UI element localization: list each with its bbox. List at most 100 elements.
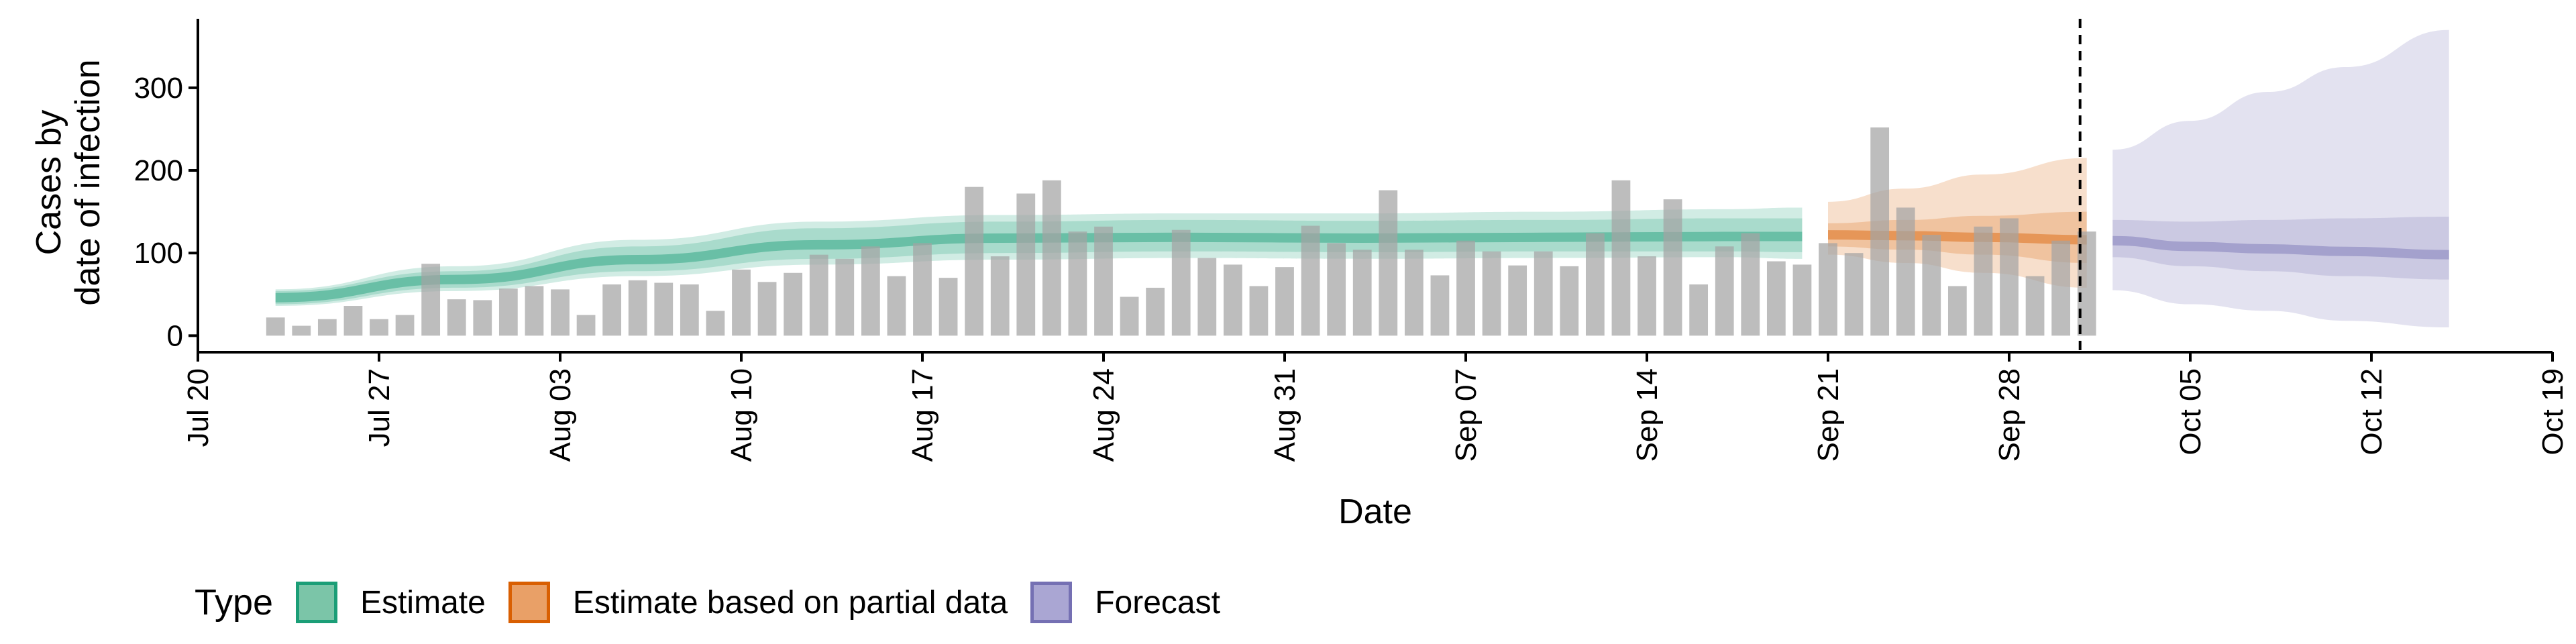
bar [317,319,337,336]
bar [1922,235,1941,336]
x-tick-label: Oct 12 [2355,368,2388,455]
bar [1870,127,1890,336]
bar [1974,226,1993,336]
bar [1741,233,1760,336]
bar [1560,266,1579,336]
bar [809,254,828,336]
bar [2000,218,2019,336]
chart: 0 100 200 300 Jul 20 Jul 27 Aug 03 Aug 10 Aug 17… [30,19,2569,531]
bar [421,264,441,336]
legend-key-estimate [296,582,338,623]
bar [266,317,285,336]
x-tick-label: Sep 14 [1631,368,1664,462]
x-tick-label: Jul 27 [363,368,396,447]
bar [1094,226,1113,336]
bar [602,284,622,336]
bar [1301,225,1320,336]
y-axis-title: Cases by date of infection [30,59,107,305]
bar [1146,287,1165,336]
x-tick-label: Oct 05 [2174,368,2207,455]
bar [835,258,855,336]
bar [965,186,984,336]
x-tick-label: Aug 10 [725,368,758,462]
bar [1896,207,1915,336]
bar [1404,250,1424,336]
legend-label-forecast: Forecast [1095,584,1220,621]
bar [447,299,466,336]
bar [576,315,596,336]
bar [1456,240,1475,336]
bar [1379,190,1398,336]
x-tick-label: Aug 03 [544,368,577,462]
median-line-1 [1827,230,2087,245]
legend-item-forecast: Forecast [1030,582,1220,623]
bar [628,280,647,336]
median-line-2 [2112,235,2449,260]
ribbon-layer [275,30,2449,328]
legend-key-partial [508,582,550,623]
band-inner-2 [2112,217,2449,280]
bar [757,282,777,336]
x-tick-label: Aug 24 [1087,368,1120,462]
bar [551,289,570,336]
bar [1249,286,1269,336]
bar [654,282,674,336]
legend-item-estimate: Estimate [296,582,486,623]
bar [1197,258,1217,336]
bar [990,256,1010,336]
x-tick-label: Aug 17 [906,368,939,462]
bar [1508,265,1527,336]
bar [395,315,415,336]
bar [1947,286,1967,336]
y-axis-title-line-1: Cases by [30,110,68,256]
bar [370,319,388,336]
x-tick-label: Oct 19 [2536,368,2569,455]
y-tick-label: 100 [134,237,183,270]
bar [2051,240,2071,336]
bar [1611,180,1631,336]
y-axis-title-line-2: date of infection [68,59,107,305]
bar [1430,275,1450,336]
y-tick-label: 200 [134,154,183,187]
bar [706,311,725,336]
bar [1663,199,1682,336]
bar [1327,243,1346,336]
bar [1068,231,1087,336]
legend-key-forecast [1030,582,1073,623]
bar [1638,256,1656,336]
bar [1844,253,1864,336]
bar [343,306,363,336]
bar [1352,250,1372,336]
bar [1171,229,1191,336]
bar [1715,246,1734,336]
y-tick-label: 300 [134,72,183,105]
axes-layer [189,19,2554,362]
bar [732,269,751,336]
bar-layer [266,127,2096,336]
bar [1120,297,1139,336]
bar [473,300,492,336]
legend-item-partial: Estimate based on partial data [508,582,1008,623]
bar [1482,251,1501,336]
legend-title: Type [195,582,274,623]
bar [1766,261,1786,336]
bar [292,325,311,336]
legend: Type Estimate Estimate based on partial … [195,576,1243,629]
bar [525,286,544,336]
bar [1792,264,1812,336]
bar [784,272,803,336]
y-tick-label: 0 [167,319,183,352]
bar [887,276,906,336]
band-outer-1 [1828,158,2087,288]
bar [1275,267,1294,336]
bar [1819,243,1837,336]
tick-label-layer: 0 100 200 300 Jul 20 Jul 27 Aug 03 Aug 10 Aug 17… [134,72,2569,462]
bar [1585,233,1605,336]
bar [861,246,880,336]
x-tick-label: Aug 31 [1269,368,1301,462]
x-tick-label: Sep 21 [1812,368,1845,462]
bar [1689,284,1709,336]
x-tick-label: Sep 07 [1450,368,1483,462]
band-inner-0 [275,218,1803,305]
bar [913,243,932,336]
